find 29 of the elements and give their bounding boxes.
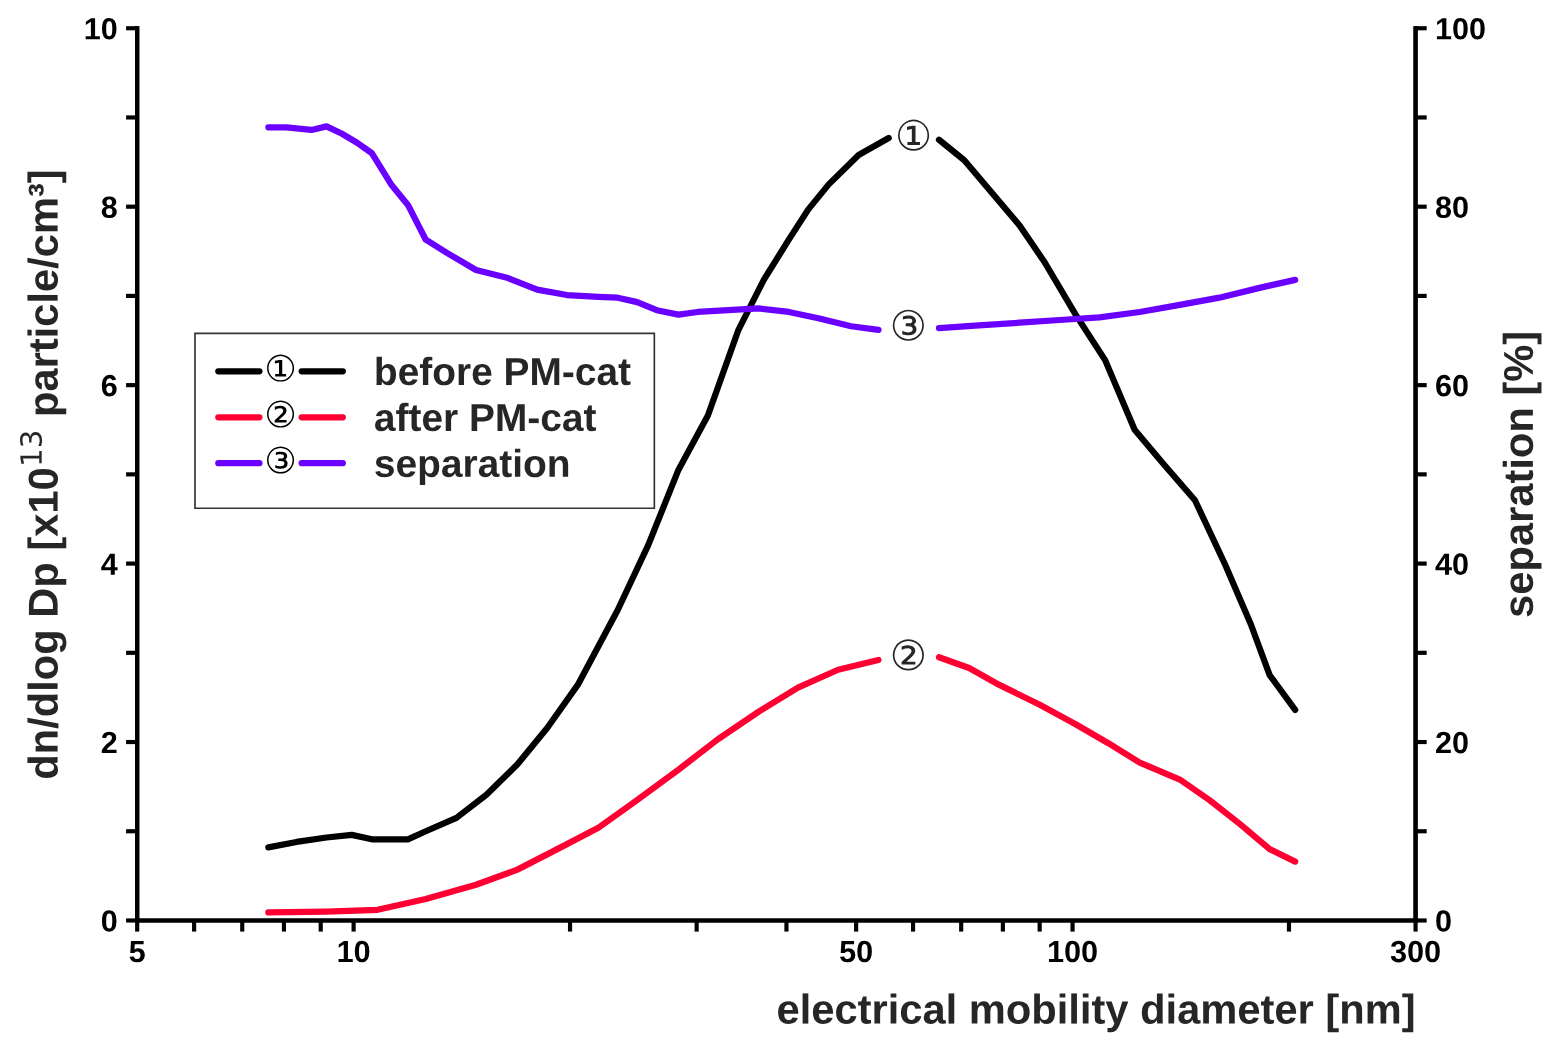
- x-tick-label: 50: [840, 940, 872, 963]
- y2-axis-title: separation [%]: [1502, 333, 1542, 617]
- x-tick-label: 10: [338, 940, 370, 963]
- y2-tick-label: 60: [1436, 374, 1468, 397]
- x-tick-label: 100: [1048, 940, 1097, 963]
- y-tick-label: 0: [101, 910, 117, 932]
- y-tick-label: 8: [101, 196, 117, 219]
- y2-tick-label: 40: [1435, 553, 1468, 575]
- legend-label: after PM-cat: [375, 402, 596, 432]
- y-tick-label: 6: [101, 374, 117, 397]
- y2-tick-label: 80: [1435, 196, 1468, 219]
- annotation: ②: [892, 639, 924, 671]
- legend-label: before PM-cat: [376, 356, 631, 386]
- y2-tick-label: 20: [1436, 731, 1468, 754]
- y2-tick-label: 0: [1436, 910, 1451, 932]
- x-tick-label: 5: [129, 941, 145, 963]
- x-axis-title: electrical mobility diameter [nm]: [778, 993, 1414, 1033]
- annotation: ③: [267, 446, 295, 474]
- y2-tick-label: 100: [1436, 17, 1485, 40]
- text: ②: [267, 400, 295, 428]
- text: ③: [892, 309, 924, 341]
- y-axis-title: dn/dlog Dp [x10$^{13}$ particle/cm³]: [20, 171, 67, 779]
- y-tick-label: 4: [101, 553, 118, 575]
- text: ①: [267, 354, 295, 382]
- legend-label: separation: [375, 448, 569, 485]
- y-tick-label: 10: [85, 17, 117, 40]
- y-tick-label: 2: [101, 731, 117, 754]
- annotation: ①: [897, 119, 930, 151]
- x-tick-label: 300: [1390, 940, 1440, 963]
